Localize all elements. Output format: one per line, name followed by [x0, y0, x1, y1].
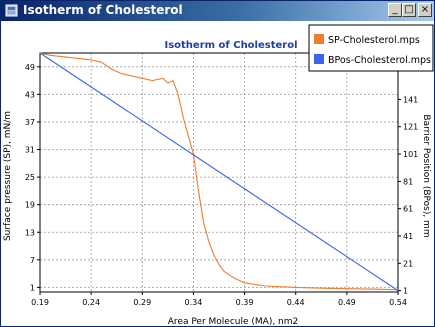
legend-label-bpos: BPos-Cholesterol.mps	[328, 55, 431, 66]
x-tick-label: 0.44	[287, 298, 305, 307]
y-tick-label: 31	[25, 146, 35, 155]
series-layer	[39, 52, 399, 292]
close-button[interactable]: ×	[418, 3, 432, 17]
y2-tick-label: 81	[403, 177, 413, 186]
legend-box	[308, 24, 434, 72]
title-bar[interactable]: Isotherm of Cholesterol _ □ ×	[1, 1, 434, 21]
legend-swatch-bpos	[314, 54, 324, 64]
y-tick-label: 25	[25, 173, 35, 182]
legend-label-sp: SP-Cholesterol.mps	[328, 35, 420, 46]
maximize-button[interactable]: □	[402, 3, 416, 17]
y2-tick-label: 121	[403, 123, 418, 132]
y-tick-label: 49	[25, 63, 35, 72]
x-tick-label: 0.19	[31, 298, 49, 307]
maximize-icon: □	[404, 4, 414, 15]
y2-tick-label: 61	[403, 205, 413, 214]
isotherm-chart: 0.19 0.24 0.29 0.34 0.39 0.44 0.49 0.54 1 7 13 19 2…	[3, 24, 434, 326]
y-tick-label: 37	[25, 118, 35, 127]
close-icon: ×	[420, 4, 430, 15]
y2-tick-label: 141	[403, 95, 418, 104]
window-title: Isotherm of Cholesterol	[23, 3, 183, 17]
legend: SP-Cholesterol.mps BPos-Cholesterol.mps	[308, 24, 434, 72]
x-tick-label: 0.39	[236, 298, 254, 307]
y2-tick-label: 21	[403, 259, 413, 268]
minimize-icon: _	[392, 4, 398, 15]
x-axis-ticks: 0.19 0.24 0.29 0.34 0.39 0.44 0.49 0.54	[31, 292, 407, 307]
y2-tick-label: 41	[403, 232, 413, 241]
x-tick-label: 0.49	[338, 298, 356, 307]
y-tick-label: 13	[25, 228, 35, 237]
y-tick-label: 1	[30, 283, 35, 292]
x-tick-label: 0.29	[133, 298, 151, 307]
window-icon	[5, 4, 18, 17]
plot-frame	[39, 52, 399, 293]
y2-tick-label: 1	[403, 287, 408, 296]
y2-axis-label: Barrier Position (BPos), mm	[421, 114, 431, 237]
y-axis-ticks: 1 7 13 19 25 31 37 43 49	[25, 63, 40, 292]
x-axis-label: Area Per Molecule (MA), nm2	[168, 317, 299, 326]
minimize-button[interactable]: _	[388, 3, 402, 17]
y-axis-label: Surface pressure (SP), mN/m	[3, 111, 13, 241]
y-tick-label: 19	[25, 201, 35, 210]
y-tick-label: 7	[30, 256, 35, 265]
x-tick-label: 0.34	[185, 298, 203, 307]
series-line-sp	[39, 52, 399, 291]
chart-title: Isotherm of Cholesterol	[164, 40, 297, 51]
y2-tick-label: 101	[403, 150, 418, 159]
x-tick-label: 0.24	[82, 298, 100, 307]
x-tick-label: 0.54	[389, 298, 407, 307]
y-tick-label: 43	[25, 90, 35, 99]
series-line-bpos	[39, 52, 399, 292]
legend-swatch-sp	[314, 34, 324, 44]
